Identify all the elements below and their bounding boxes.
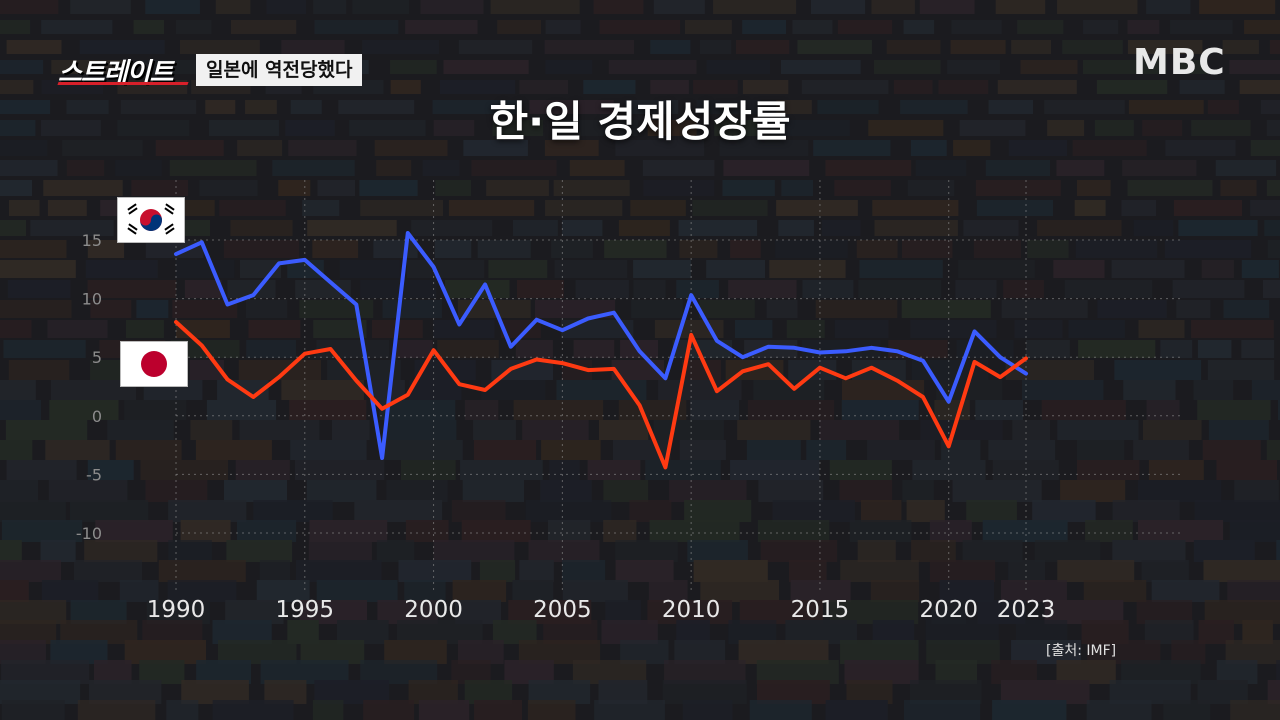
y-tick-label: 5 <box>92 348 102 367</box>
y-tick-label: -10 <box>76 524 102 543</box>
south-korea-flag <box>117 197 185 243</box>
x-axis-ticks: 1990 1995 2000 2005 2010 2015 2020 2023 <box>147 597 1056 623</box>
series-lines <box>174 231 1028 470</box>
x-tick-label: 1990 <box>147 597 206 623</box>
x-tick-label: 2020 <box>919 597 978 623</box>
south-korea-series-line <box>174 231 1028 460</box>
x-tick-label: 2005 <box>533 597 592 623</box>
broadcaster-logo: MBC <box>1133 42 1226 83</box>
x-tick-label: 2015 <box>791 597 850 623</box>
y-tick-label: -5 <box>86 465 102 484</box>
x-tick-label: 1995 <box>276 597 335 623</box>
y-tick-label: 10 <box>82 290 102 309</box>
y-axis-ticks: 15 10 5 0 -5 -10 <box>76 231 102 543</box>
y-tick-label: 15 <box>82 231 102 250</box>
chart-title: 한·일 경제성장률 <box>489 97 791 146</box>
chart-grid <box>175 180 1180 592</box>
x-tick-label: 2023 <box>997 597 1056 623</box>
episode-tag: 일본에 역전당했다 <box>196 54 363 86</box>
y-tick-label: 0 <box>92 407 102 426</box>
source-note: [출처: IMF] <box>1046 643 1117 659</box>
japan-series-line <box>174 320 1028 470</box>
x-tick-label: 2010 <box>662 597 721 623</box>
x-tick-label: 2000 <box>404 597 463 623</box>
japan-flag <box>120 341 188 387</box>
